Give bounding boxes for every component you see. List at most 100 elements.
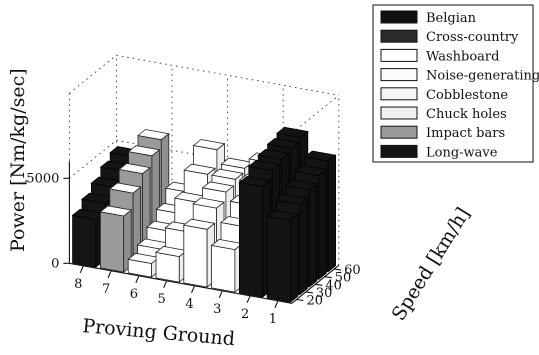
legend-label: Chuck holes [426, 107, 507, 122]
bar-top-face [276, 126, 309, 138]
bar-ground-5-speed-20 [155, 245, 188, 283]
legend-label: Washboard [426, 49, 499, 64]
y-tick-mark [305, 291, 313, 294]
x-tick-mark [218, 290, 223, 299]
bar-top-face [294, 164, 328, 177]
bar-ground-4-speed-20 [182, 218, 216, 288]
bar-top-face [183, 163, 216, 175]
y-tick-mark [315, 283, 323, 286]
legend-swatch [380, 144, 418, 158]
bar-front-face [72, 214, 97, 268]
x-axis-title: Proving Ground [82, 315, 236, 350]
y-axis-title: Speed [km/h] [388, 204, 475, 325]
legend-item: Long-wave [380, 144, 498, 160]
bar-ground-2-speed-20 [238, 175, 272, 298]
bar-top-face [192, 197, 225, 209]
z-tick-label: 5000 [26, 171, 59, 186]
x-axis-line [69, 262, 292, 304]
x-tick-mark [135, 275, 140, 284]
bar-top-face [137, 129, 170, 141]
legend-item: Cross-country [380, 29, 519, 45]
bar-top-face [182, 218, 216, 230]
bar-side-face [318, 168, 327, 281]
bar-top-face [118, 162, 151, 175]
z-tick-label: 0 [51, 256, 59, 271]
legend-item: Chuck holes [380, 106, 507, 122]
bar-top-face [266, 137, 300, 149]
x-tick-label: 2 [241, 307, 249, 322]
x-tick-mark [246, 295, 251, 304]
y-tick-label: 20 [307, 294, 324, 309]
legend-item: Belgian [380, 10, 477, 26]
x-tick-label: 7 [102, 282, 110, 297]
bar-front-face [211, 244, 236, 293]
bar-top-face [285, 179, 318, 191]
legend-swatch [380, 125, 418, 139]
legend-item: Noise-generating [380, 68, 539, 84]
bar-top-face [275, 193, 309, 205]
bar-top-face [247, 159, 281, 171]
legend-label: Cobblestone [426, 88, 508, 103]
y-tick-label: 60 [344, 263, 361, 278]
bar-top-face [108, 182, 142, 194]
legend-label: Noise-generating [426, 69, 539, 84]
bar-top-face [127, 145, 161, 157]
legend-label: Belgian [426, 11, 477, 26]
bar-ground-1-speed-20 [266, 209, 299, 303]
x-tick-mark [190, 285, 196, 294]
bar-ground-7-speed-20 [99, 205, 133, 273]
legend-item: Washboard [380, 48, 499, 64]
legend-label: Impact bars [426, 126, 505, 141]
legend-label: Long-wave [426, 145, 498, 160]
x-tick-label: 3 [213, 302, 221, 317]
x-tick-label: 4 [185, 297, 193, 312]
bar-ground-6-speed-20 [127, 252, 160, 278]
bar-side-face [308, 183, 318, 288]
bar-top-face [201, 181, 235, 193]
bar-front-face [266, 215, 291, 303]
bar-top-face [192, 139, 226, 151]
bar-side-face [299, 197, 308, 296]
y-tick-label: 50 [335, 271, 352, 286]
legend-item: Impact bars [380, 125, 505, 141]
y-tick-label: 30 [316, 286, 333, 301]
y-tick-mark [324, 276, 332, 279]
legend-item: Cobblestone [380, 87, 508, 103]
bar-front-face [100, 211, 125, 273]
x-tick-label: 5 [158, 292, 166, 307]
bar-front-face [183, 224, 208, 288]
x-tick-label: 6 [130, 287, 138, 302]
x-tick-label: 1 [269, 312, 277, 327]
frame-edge [291, 94, 340, 134]
bar-front-face [238, 181, 264, 298]
legend-swatch [380, 106, 418, 120]
bar-top-face [257, 148, 290, 160]
legend-swatch [380, 48, 418, 62]
bar-top-face [99, 205, 133, 217]
x-tick-label: 8 [74, 277, 82, 292]
z-axis-title: Power [Nm/kg/sec] [7, 68, 29, 252]
bar-side-face [327, 154, 337, 273]
bar-ground-8-speed-20 [71, 208, 105, 268]
legend-swatch [380, 87, 418, 101]
bar-front-face [155, 251, 180, 283]
y-tick-mark [334, 268, 342, 271]
legend-label: Cross-country [426, 30, 519, 45]
y-tick-label: 40 [325, 278, 342, 293]
chart-bars [71, 126, 337, 303]
bar-side-face [290, 213, 299, 303]
bar-top-face [303, 150, 337, 162]
legend-swatch [380, 68, 418, 82]
bar-top-face [266, 209, 299, 221]
bar-top-face [238, 175, 272, 188]
y-tick-mark [296, 298, 304, 302]
x-tick-mark [107, 270, 112, 279]
frame-edge [116, 54, 339, 96]
legend: Belgian Cross-country Washboard Noise-gener… [372, 4, 539, 163]
bar-ground-3-speed-20 [210, 238, 244, 293]
x-tick-mark [163, 280, 168, 289]
x-tick-mark [274, 300, 279, 309]
gridline [69, 139, 117, 179]
